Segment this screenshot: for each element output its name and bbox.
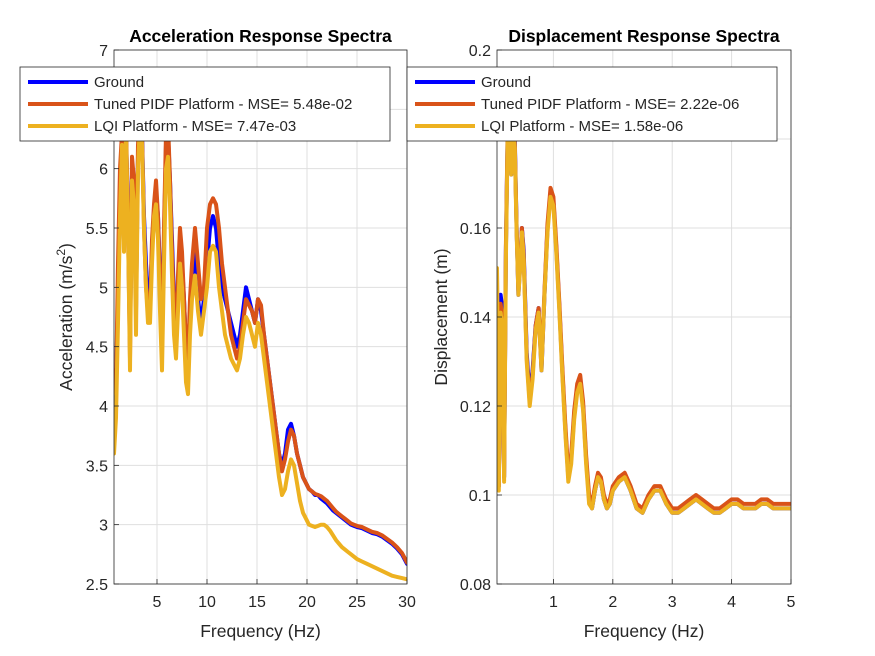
y-tick-label: 5 bbox=[99, 280, 108, 297]
y-tick-label: 0.14 bbox=[460, 310, 491, 327]
y-tick-label: 4.5 bbox=[86, 340, 108, 357]
legend-entry: LQI Platform - MSE= 7.47e-03 bbox=[94, 118, 296, 135]
displacement-axes: 1 2 3 4 5 0.08 0.1 0.12 0.14 0.16 0.2 Displacement… bbox=[406, 26, 796, 641]
displacement-title: Displacement Response Spectra bbox=[508, 26, 780, 46]
displacement-ticks: 1 2 3 4 5 0.08 0.1 0.12 0.14 0.16 0.2 bbox=[460, 43, 796, 611]
x-tick-label: 4 bbox=[727, 594, 736, 611]
x-tick-label: 15 bbox=[248, 594, 266, 611]
y-tick-label: 0.2 bbox=[469, 43, 491, 60]
acceleration-ylabel-sup: 2 bbox=[54, 249, 68, 256]
acceleration-ylabel-text: Acceleration (m/s bbox=[56, 255, 76, 390]
x-tick-label: 1 bbox=[549, 594, 558, 611]
y-tick-label: 2.5 bbox=[86, 577, 108, 594]
acceleration-ylabel-close: ) bbox=[56, 243, 76, 249]
displacement-xlabel: Frequency (Hz) bbox=[584, 621, 705, 641]
displacement-legend: Ground Tuned PIDF Platform - MSE= 2.22e-0… bbox=[406, 66, 778, 142]
acceleration-ylabel: Acceleration (m/s2) bbox=[54, 243, 76, 391]
y-tick-label: 5.5 bbox=[86, 221, 108, 238]
acceleration-legend: Ground Tuned PIDF Platform - MSE= 5.48e-0… bbox=[19, 66, 391, 142]
x-tick-label: 10 bbox=[198, 594, 216, 611]
y-tick-label: 0.1 bbox=[469, 488, 491, 505]
x-tick-label: 2 bbox=[608, 594, 617, 611]
legend-entry: Tuned PIDF Platform - MSE= 5.48e-02 bbox=[94, 96, 352, 113]
legend-entry: Ground bbox=[94, 74, 144, 91]
x-tick-label: 5 bbox=[153, 594, 162, 611]
y-tick-label: 3.5 bbox=[86, 458, 108, 475]
acceleration-title: Acceleration Response Spectra bbox=[129, 26, 392, 46]
displacement-ylabel-text: Displacement (m) bbox=[431, 248, 451, 385]
legend-entry: Tuned PIDF Platform - MSE= 2.22e-06 bbox=[481, 96, 739, 113]
displacement-ylabel: Displacement (m) bbox=[431, 248, 451, 385]
legend-entry: LQI Platform - MSE= 1.58e-06 bbox=[481, 118, 683, 135]
y-tick-label: 0.08 bbox=[460, 577, 491, 594]
x-tick-label: 3 bbox=[668, 594, 677, 611]
legend-entry: Ground bbox=[481, 74, 531, 91]
acceleration-ticks: 5 10 15 20 25 30 2.5 3 3.5 4 4.5 5 5.5 6 7 bbox=[86, 43, 416, 611]
x-tick-label: 30 bbox=[398, 594, 416, 611]
x-tick-label: 25 bbox=[348, 594, 366, 611]
y-tick-label: 3 bbox=[99, 518, 108, 535]
y-tick-label: 0.16 bbox=[460, 221, 491, 238]
x-tick-label: 5 bbox=[787, 594, 796, 611]
acceleration-axes: 5 10 15 20 25 30 2.5 3 3.5 4 4.5 5 5.5 6 7 Acceleratio… bbox=[19, 26, 416, 641]
y-tick-label: 7 bbox=[99, 43, 108, 60]
series-line-lqi bbox=[114, 119, 407, 582]
y-tick-label: 0.12 bbox=[460, 399, 491, 416]
displacement-series-group bbox=[497, 92, 791, 515]
acceleration-xlabel: Frequency (Hz) bbox=[200, 621, 321, 641]
acceleration-series-group bbox=[114, 107, 407, 582]
y-tick-label: 4 bbox=[99, 399, 108, 416]
y-tick-label: 6 bbox=[99, 162, 108, 179]
series-line-lqi bbox=[497, 105, 791, 515]
acceleration-axes-box bbox=[113, 49, 408, 585]
x-tick-label: 20 bbox=[298, 594, 316, 611]
